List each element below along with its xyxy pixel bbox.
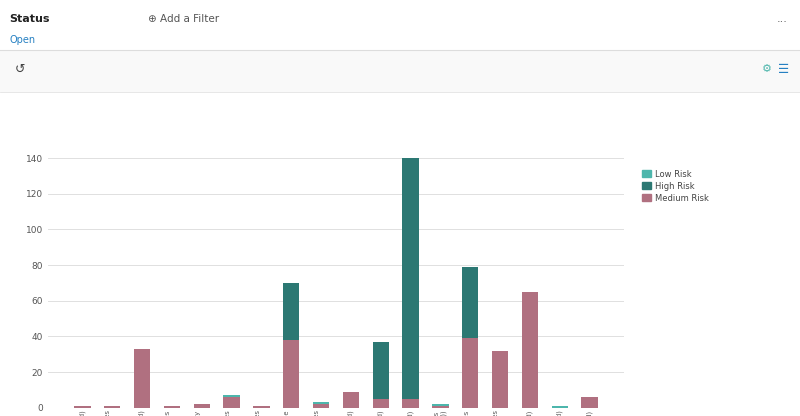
Text: ↺: ↺ bbox=[14, 63, 25, 76]
Bar bbox=[373, 399, 389, 408]
Bar bbox=[283, 283, 299, 340]
Bar bbox=[402, 154, 418, 399]
Text: Status: Status bbox=[10, 14, 50, 24]
Bar bbox=[432, 406, 449, 408]
Bar bbox=[402, 399, 418, 408]
FancyBboxPatch shape bbox=[25, 55, 99, 82]
Text: ⊕ Add a Filter: ⊕ Add a Filter bbox=[148, 14, 219, 24]
Bar bbox=[522, 292, 538, 408]
Bar bbox=[254, 406, 270, 408]
Bar bbox=[223, 397, 240, 408]
Bar bbox=[462, 338, 478, 408]
Legend: Low Risk, High Risk, Medium Risk: Low Risk, High Risk, Medium Risk bbox=[640, 167, 711, 205]
Bar bbox=[283, 340, 299, 408]
Bar bbox=[134, 349, 150, 408]
Bar bbox=[104, 406, 121, 408]
Bar bbox=[194, 404, 210, 408]
Bar bbox=[74, 406, 90, 408]
Text: ⚙: ⚙ bbox=[762, 64, 771, 74]
Text: Actions ▾: Actions ▾ bbox=[34, 64, 74, 73]
Bar bbox=[582, 397, 598, 408]
Bar bbox=[313, 402, 330, 404]
Text: ☰: ☰ bbox=[778, 63, 789, 76]
Bar bbox=[551, 406, 568, 408]
Bar bbox=[313, 404, 330, 408]
Bar bbox=[492, 351, 508, 408]
Text: Open: Open bbox=[10, 35, 36, 45]
Bar bbox=[223, 395, 240, 397]
Bar bbox=[373, 342, 389, 399]
Bar bbox=[432, 404, 449, 406]
Bar bbox=[342, 391, 359, 408]
Text: ...: ... bbox=[777, 14, 788, 24]
Bar bbox=[462, 267, 478, 338]
Bar bbox=[164, 406, 180, 408]
